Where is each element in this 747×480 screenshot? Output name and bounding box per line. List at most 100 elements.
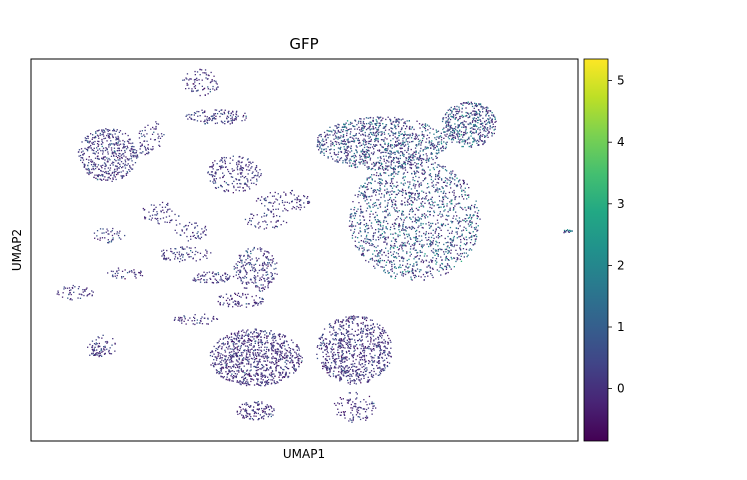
scatter-point [404,128,407,130]
scatter-point [381,131,383,133]
scatter-point [340,151,343,153]
scatter-point [473,214,475,216]
scatter-point [410,218,412,220]
scatter-point [413,247,415,249]
scatter-point [381,163,383,165]
scatter-point [400,142,402,144]
scatter-point [340,365,342,367]
scatter-point [437,174,440,176]
scatter-point [333,351,335,354]
scatter-point [379,234,381,237]
scatter-point [329,126,331,128]
scatter-point [406,236,409,238]
scatter-point [385,236,387,239]
scatter-point [459,129,461,131]
scatter-point [457,257,459,259]
scatter-point [394,165,397,167]
scatter-point [383,160,385,162]
scatter-point [395,200,397,202]
scatter-point [232,344,235,346]
scatter-point [411,207,413,209]
scatter-point [230,367,232,369]
scatter-point [255,332,258,334]
scatter-point [241,370,243,372]
scatter-point [329,331,331,333]
scatter-point [336,126,338,129]
scatter-point [377,367,380,369]
scatter-point [390,178,393,180]
scatter-point [213,366,215,368]
scatter-point [270,343,272,345]
scatter-point [364,157,366,159]
scatter-point [256,378,258,380]
scatter-point [253,361,256,363]
scatter-point [377,168,380,170]
scatter-point [420,269,422,271]
scatter-point [374,232,376,234]
scatter-point [364,186,366,189]
scatter-point [267,342,269,344]
scatter-point [101,167,103,169]
scatter-point [289,350,291,352]
scatter-point [429,240,431,242]
scatter-point [427,275,429,277]
scatter-point [470,249,473,251]
scatter-point [112,143,114,145]
scatter-point [442,197,445,199]
scatter-point [449,209,451,211]
scatter-point [439,213,441,215]
scatter-point [468,113,470,115]
scatter-point [423,173,425,175]
scatter-point [380,178,382,180]
scatter-point [414,155,416,158]
scatter-point [357,340,359,342]
scatter-point [372,127,375,129]
scatter-point [463,126,465,128]
scatter-point [402,229,404,231]
scatter-point [264,374,266,376]
scatter-point [340,157,343,159]
scatter-point [236,370,238,372]
scatter-point [287,344,289,346]
scatter-point [468,237,470,239]
scatter-point [421,226,423,229]
scatter-point [386,160,389,162]
scatter-point [352,225,355,227]
scatter-point [428,221,430,224]
scatter-point [453,183,456,185]
scatter-point [339,325,341,328]
scatter-point [132,142,134,144]
scatter-point [279,372,281,375]
scatter-point [126,172,129,174]
scatter-point [447,211,449,213]
scatter-point [494,126,496,128]
scatter-point [428,137,430,139]
scatter-point [456,237,458,239]
scatter-point [410,154,412,156]
scatter-point [406,125,408,127]
scatter-point [476,235,478,238]
scatter-point [121,167,123,169]
scatter-point [457,120,459,122]
scatter-point [445,146,447,148]
scatter-point [439,200,441,202]
scatter-point [364,190,366,193]
scatter-point [421,244,423,246]
scatter-point [345,329,347,331]
scatter-point [116,138,118,140]
scatter-point [450,131,452,133]
scatter-point [438,206,440,209]
scatter-point [466,143,469,145]
scatter-point [387,190,389,193]
scatter-point [353,382,356,384]
scatter-point [337,354,339,356]
scatter-point [381,183,383,185]
scatter-point [384,354,386,356]
scatter-point [378,341,381,343]
scatter-point [343,372,345,374]
scatter-point [376,263,378,265]
scatter-point [228,336,231,338]
scatter-point [365,186,367,188]
scatter-point [362,215,364,217]
scatter-point [361,124,363,126]
